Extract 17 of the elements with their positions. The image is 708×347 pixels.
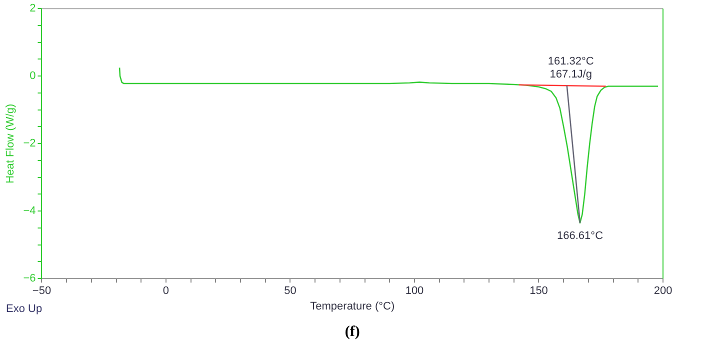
y-tick-label: −4 xyxy=(23,205,36,218)
text: (f) xyxy=(344,324,360,340)
y-tick-label: 2 xyxy=(30,2,36,15)
y-tick-label: −2 xyxy=(23,138,36,150)
x-tick-label: 50 xyxy=(284,285,296,298)
y-axis-title: Heat Flow (W/g) xyxy=(4,104,17,184)
x-tick-label: 150 xyxy=(530,285,548,298)
annotation: 161.32°C 167.1J/g xyxy=(548,56,594,81)
annotation: 166.61°C xyxy=(557,230,604,242)
x-tick-label: −50 xyxy=(32,285,52,298)
x-tick-label: 200 xyxy=(654,285,672,298)
x-axis-title: Temperature (°C) xyxy=(310,300,395,312)
y-tick-label: −6 xyxy=(23,272,36,285)
x-tick-label: 0 xyxy=(162,285,170,298)
text: Exo Up xyxy=(6,303,42,315)
x-tick-label: 100 xyxy=(405,285,424,298)
y-tick-label: 0 xyxy=(30,70,36,82)
